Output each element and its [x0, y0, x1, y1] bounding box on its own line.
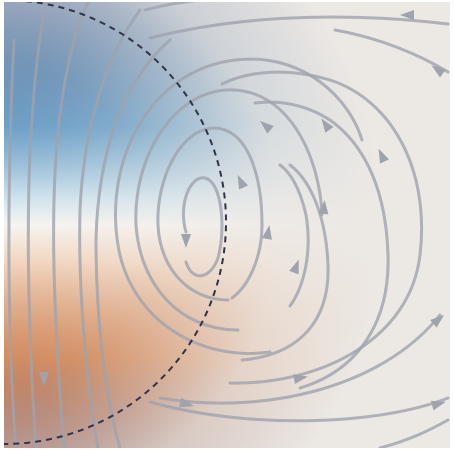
streamline: [26, 2, 48, 448]
triangle-arrow-icon: [318, 200, 329, 215]
triangle-arrow-icon: [262, 225, 272, 240]
streamline: [148, 396, 450, 423]
streamline: [143, 2, 198, 12]
triangle-arrow-icon: [430, 314, 445, 328]
streamline: [7, 38, 18, 448]
streamline: [158, 313, 442, 405]
colormap-fade: [4, 2, 450, 448]
streamline: [52, 2, 90, 448]
triangle-arrow-icon: [400, 10, 414, 20]
streamline: [220, 70, 424, 385]
triangle-arrow-icon: [378, 148, 390, 164]
triangle-arrow-icon: [293, 374, 308, 384]
streamline: [240, 163, 330, 362]
streamline: [278, 163, 310, 308]
triangle-arrow-icon: [181, 234, 191, 248]
streamline: [78, 8, 142, 448]
triangle-arrow-icon: [431, 65, 446, 78]
triangle-arrow-icon: [321, 118, 334, 133]
triangle-arrow-icon: [237, 174, 249, 190]
streamlines: [7, 2, 450, 448]
triangle-arrow-icon: [259, 120, 274, 134]
streamline: [156, 126, 264, 302]
streamline: [134, 88, 324, 332]
triangle-arrow-icon: [178, 397, 194, 408]
streamline: [333, 28, 450, 74]
streamline: [378, 418, 450, 448]
triangle-arrow-icon: [430, 400, 446, 411]
streamline: [148, 15, 450, 40]
triangle-arrow-icon: [289, 259, 299, 275]
streamline: [94, 38, 172, 448]
streamline: [181, 176, 224, 278]
triangle-arrow-icon: [39, 372, 49, 386]
arrowheads: [39, 10, 446, 411]
